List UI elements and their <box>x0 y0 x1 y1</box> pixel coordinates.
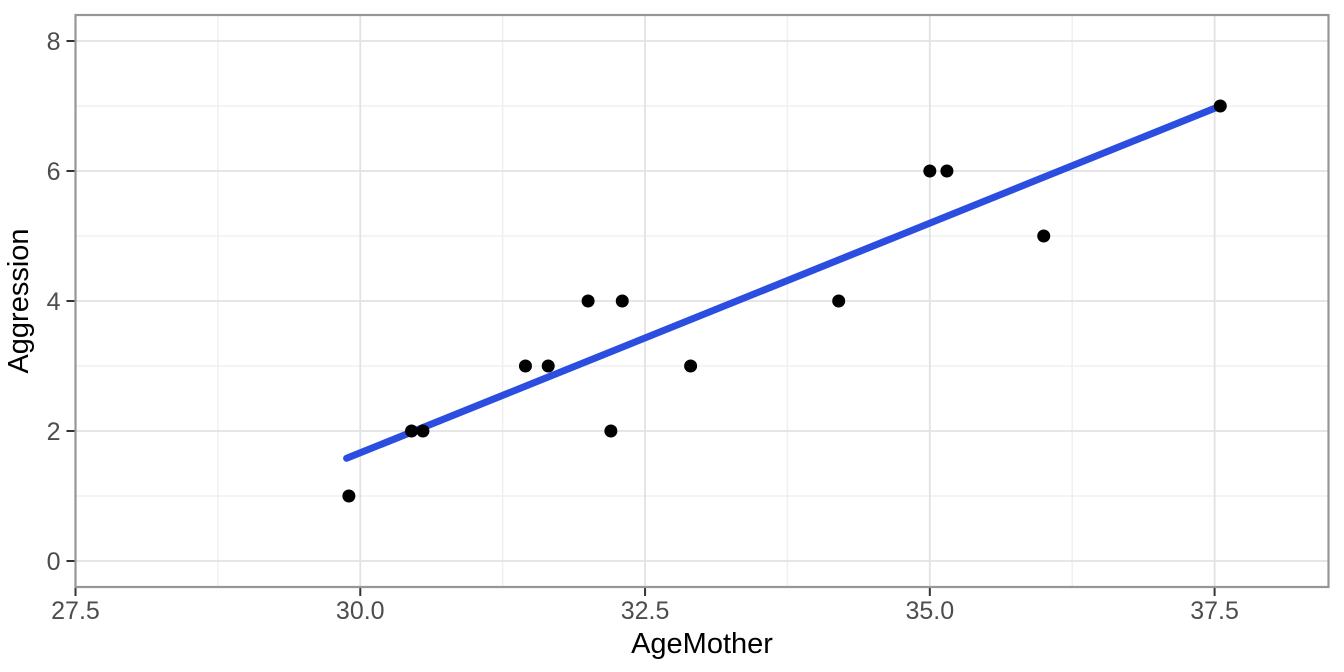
data-point <box>581 294 595 308</box>
chart-layers: 27.5 30.0 32.5 35.0 37.5 0 2 4 6 8 <box>47 13 1330 625</box>
data-point <box>1213 99 1227 113</box>
x-axis-tick-label: 30.0 <box>336 597 385 625</box>
x-axis-title: AgeMother <box>631 628 773 660</box>
data-point <box>615 294 629 308</box>
data-point <box>832 294 846 308</box>
x-axis-tick-label: 27.5 <box>51 597 100 625</box>
data-point <box>923 164 937 178</box>
data-point <box>684 359 698 373</box>
regression-line <box>343 102 1224 462</box>
y-axis-tick-label: 8 <box>47 28 61 56</box>
x-axis-tick-label: 35.0 <box>905 597 954 625</box>
x-axis-tick-label: 37.5 <box>1190 597 1239 625</box>
data-point <box>518 359 532 373</box>
data-point <box>416 424 430 438</box>
data-point <box>342 489 356 503</box>
y-axis-tick-label: 0 <box>47 548 61 576</box>
data-point <box>541 359 555 373</box>
y-axis-title: Aggression <box>3 228 35 373</box>
data-point <box>1037 229 1051 243</box>
panel-border <box>74 13 1330 589</box>
y-axis-tick-label: 4 <box>47 288 61 316</box>
y-axis-tick-label: 6 <box>47 158 61 186</box>
x-axis-tick-label: 32.5 <box>621 597 670 625</box>
data-point <box>405 424 419 438</box>
y-axis-tick-label: 2 <box>47 418 61 446</box>
data-point <box>940 164 954 178</box>
data-point <box>604 424 618 438</box>
